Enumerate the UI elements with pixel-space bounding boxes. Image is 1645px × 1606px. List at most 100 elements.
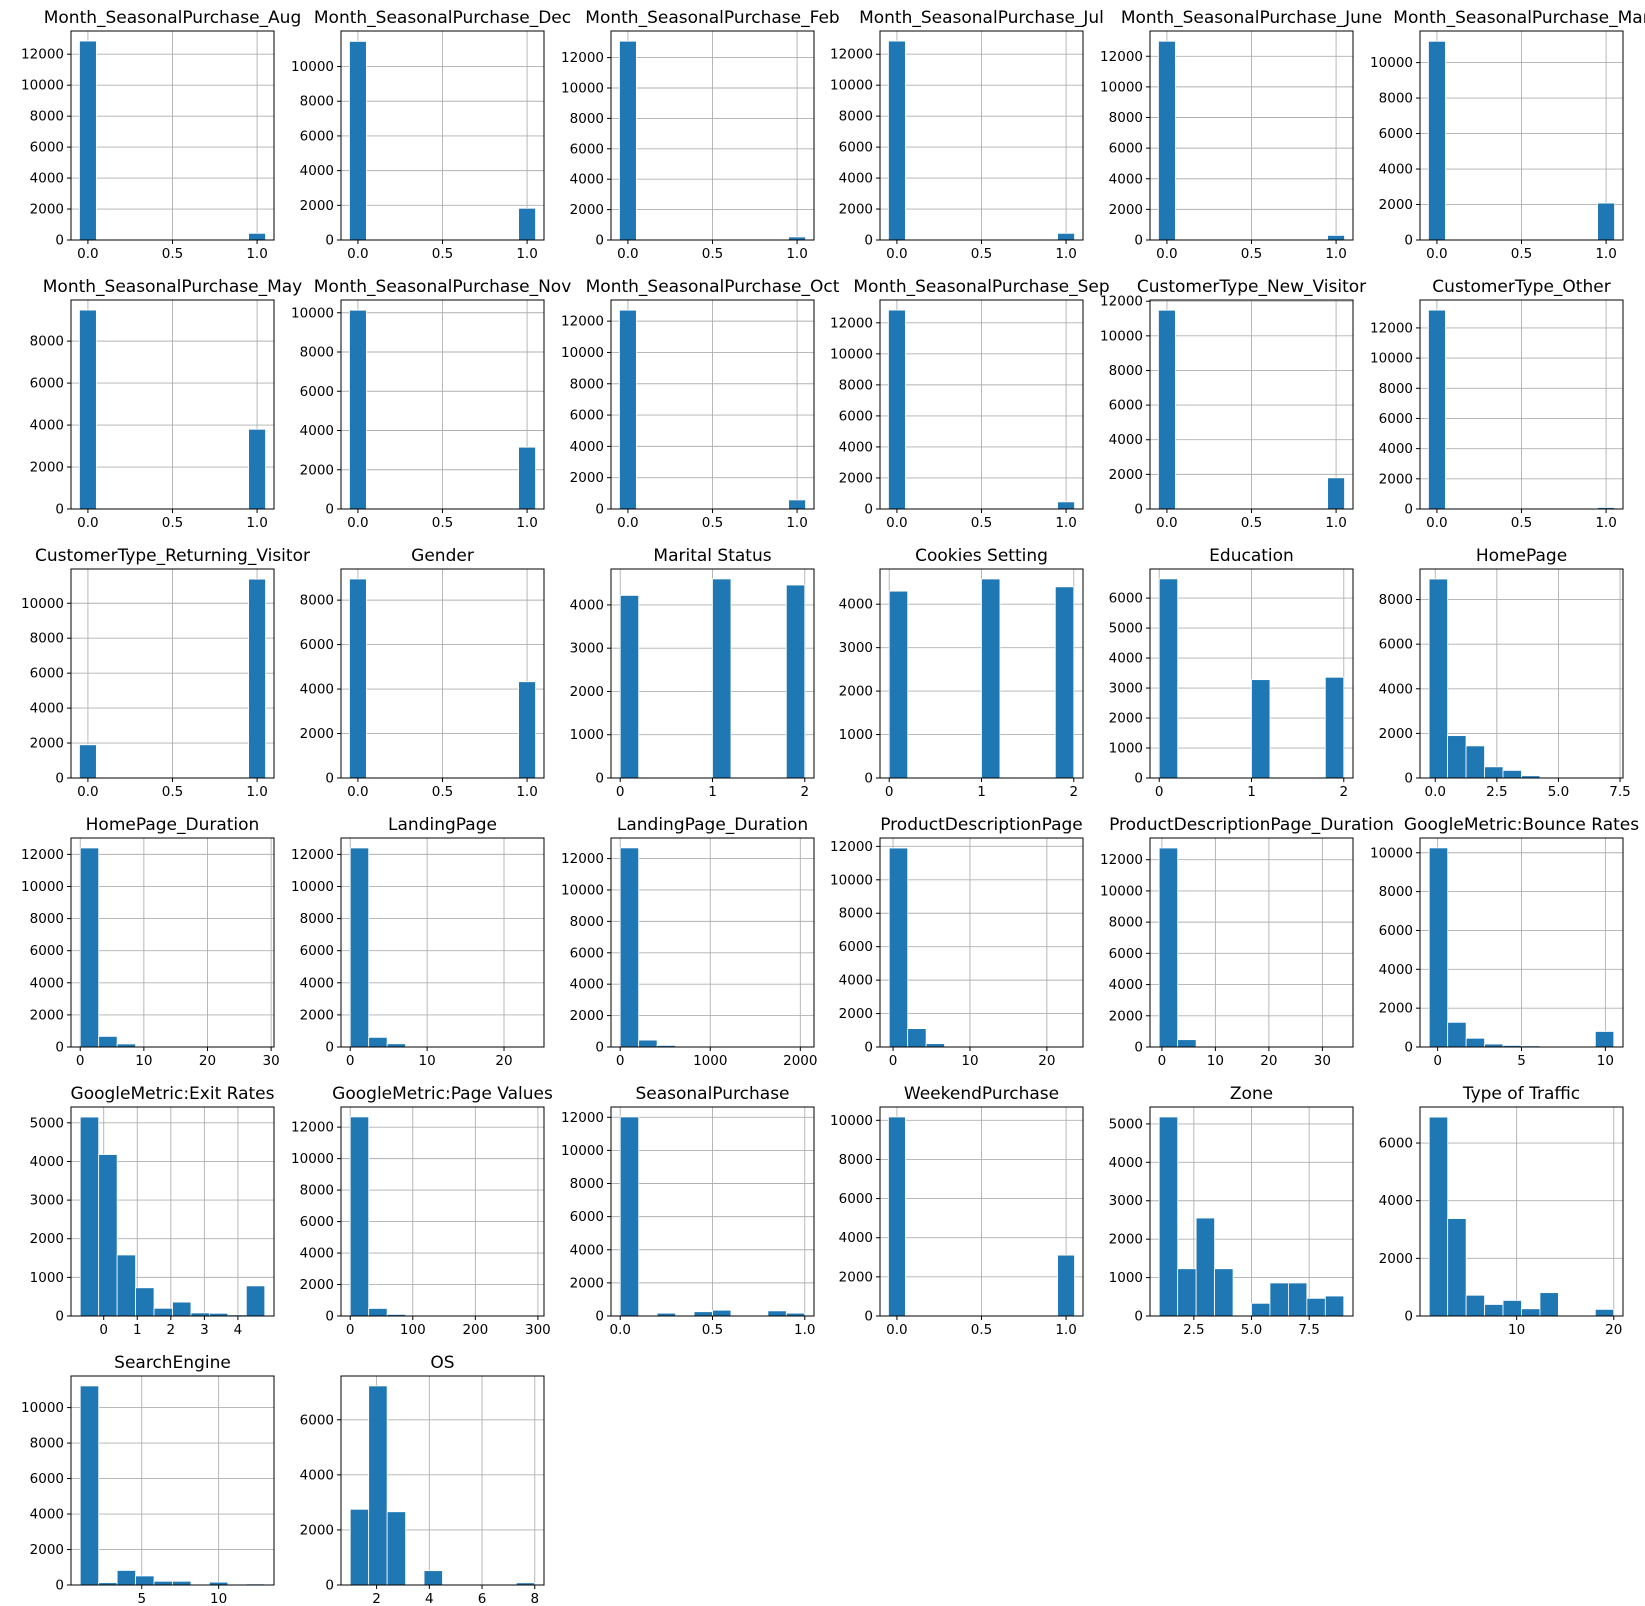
x-tick-label: 1.0 bbox=[516, 246, 537, 262]
plot-frame bbox=[340, 1375, 545, 1586]
y-tick-label: 6000 bbox=[839, 140, 873, 156]
histogram-bar bbox=[135, 1575, 155, 1586]
x-tick-label: 7.5 bbox=[1609, 784, 1630, 800]
y-tick-label: 8000 bbox=[1379, 91, 1413, 107]
y-tick-label: 6000 bbox=[1379, 126, 1413, 142]
y-tick-label: 6000 bbox=[300, 943, 334, 959]
x-tick-label: 1.0 bbox=[1055, 515, 1076, 531]
histogram-panel: 10 20 0 2000 4000 6000 Type of Traffic bbox=[1379, 1084, 1624, 1338]
y-tick-label: 0 bbox=[1404, 771, 1413, 787]
x-tick-label: 0 bbox=[1433, 1053, 1442, 1069]
y-tick-label: 6000 bbox=[570, 945, 604, 961]
histogram-bar bbox=[1324, 676, 1345, 779]
y-tick-label: 12000 bbox=[561, 314, 604, 330]
chart-title: CustomerType_New_Visitor bbox=[1137, 277, 1366, 297]
y-tick-label: 6000 bbox=[570, 1209, 604, 1225]
histogram-bar bbox=[638, 1039, 658, 1048]
y-tick-label: 2000 bbox=[839, 1269, 873, 1285]
y-tick-label: 0 bbox=[1404, 233, 1413, 249]
chart-title: Gender bbox=[411, 546, 474, 566]
y-tick-label: 8000 bbox=[30, 109, 64, 125]
histogram-panel: 0 1 2 3 4 0 1000 2000 3000 4000 5000 GoogleMetric:E… bbox=[30, 1084, 275, 1338]
histogram-panel: 0.0 0.5 1.0 0 2000 4000 6000 8000 10000 12000 Seas… bbox=[561, 1084, 815, 1338]
y-tick-label: 2000 bbox=[570, 202, 604, 218]
y-tick-label: 8000 bbox=[839, 906, 873, 922]
histogram-bar bbox=[888, 1116, 906, 1317]
histogram-bar bbox=[368, 1385, 388, 1586]
histogram-panel: 0 10 20 30 0 2000 4000 6000 8000 10000 12000 Produc… bbox=[1100, 815, 1394, 1069]
y-tick-label: 4000 bbox=[300, 1467, 334, 1483]
chart-title: Month_SeasonalPurchase_Mar bbox=[1393, 8, 1645, 28]
x-tick-label: 0.0 bbox=[347, 515, 368, 531]
y-tick-label: 0 bbox=[55, 502, 64, 518]
y-tick-label: 12000 bbox=[561, 50, 604, 66]
histogram-bar bbox=[1502, 1300, 1522, 1317]
histogram-panel: 0.0 0.5 1.0 0 2000 4000 6000 8000 10000 12000 Mont… bbox=[561, 8, 840, 262]
x-tick-label: 3 bbox=[200, 1322, 209, 1338]
y-tick-label: 6000 bbox=[1379, 411, 1413, 427]
chart-title: Month_SeasonalPurchase_May bbox=[43, 277, 302, 297]
y-tick-label: 2000 bbox=[839, 470, 873, 486]
chart-title: CustomerType_Other bbox=[1432, 277, 1610, 297]
y-tick-label: 10000 bbox=[561, 882, 604, 898]
y-tick-label: 8000 bbox=[570, 376, 604, 392]
y-tick-label: 2000 bbox=[1379, 1001, 1413, 1017]
y-tick-label: 0 bbox=[595, 1309, 604, 1325]
chart-title: Cookies Setting bbox=[915, 546, 1048, 566]
y-tick-label: 12000 bbox=[830, 315, 873, 331]
chart-title: GoogleMetric:Bounce Rates bbox=[1404, 815, 1639, 835]
y-tick-label: 0 bbox=[864, 1309, 873, 1325]
histogram-bar bbox=[153, 1580, 173, 1586]
x-tick-label: 10 bbox=[135, 1053, 152, 1069]
y-tick-label: 4000 bbox=[839, 439, 873, 455]
x-tick-label: 200 bbox=[462, 1322, 488, 1338]
y-tick-label: 2000 bbox=[1379, 726, 1413, 742]
x-tick-label: 20 bbox=[199, 1053, 216, 1069]
histogram-bar bbox=[116, 1254, 136, 1317]
histogram-bar bbox=[1597, 202, 1615, 241]
y-tick-label: 0 bbox=[55, 1578, 64, 1594]
histogram-bar bbox=[1327, 235, 1345, 241]
histogram-bar bbox=[1484, 766, 1504, 779]
y-tick-label: 4000 bbox=[300, 682, 334, 698]
histogram-bar bbox=[693, 1311, 713, 1317]
x-tick-label: 0.0 bbox=[347, 784, 368, 800]
x-tick-label: 2 bbox=[1069, 784, 1078, 800]
x-tick-label: 0.0 bbox=[1425, 784, 1446, 800]
histogram-bar bbox=[349, 847, 370, 1048]
x-tick-label: 0.0 bbox=[1156, 515, 1177, 531]
x-tick-label: 300 bbox=[525, 1322, 551, 1338]
y-tick-label: 4000 bbox=[1379, 441, 1413, 457]
y-tick-label: 6000 bbox=[30, 666, 64, 682]
histogram-bar bbox=[1428, 40, 1446, 241]
plot-frame bbox=[340, 837, 545, 1048]
x-tick-label: 10 bbox=[419, 1053, 436, 1069]
y-tick-label: 6000 bbox=[300, 1214, 334, 1230]
histogram-bar bbox=[1521, 1308, 1541, 1317]
x-tick-label: 1.0 bbox=[516, 515, 537, 531]
histogram-bar bbox=[386, 1511, 406, 1586]
histogram-bar bbox=[888, 590, 909, 779]
x-tick-label: 20 bbox=[495, 1053, 512, 1069]
x-tick-label: 7.5 bbox=[1298, 1322, 1319, 1338]
x-tick-label: 2 bbox=[800, 784, 809, 800]
x-tick-label: 30 bbox=[1314, 1053, 1331, 1069]
y-tick-label: 6000 bbox=[1109, 591, 1143, 607]
y-tick-label: 8000 bbox=[570, 1176, 604, 1192]
y-tick-label: 1000 bbox=[570, 727, 604, 743]
histogram-panel: 0.0 0.5 1.0 0 2000 4000 6000 8000 10000 Month_Sea… bbox=[291, 277, 571, 531]
x-tick-label: 2.5 bbox=[1183, 1322, 1204, 1338]
histogram-bar bbox=[981, 578, 1001, 779]
histogram-bar bbox=[518, 446, 536, 510]
plot-frame bbox=[610, 837, 815, 1048]
y-tick-label: 8000 bbox=[839, 109, 873, 125]
histogram-bar bbox=[349, 578, 367, 779]
y-tick-label: 0 bbox=[1134, 1309, 1143, 1325]
x-tick-label: 5 bbox=[1517, 1053, 1526, 1069]
histogram-bar bbox=[1327, 477, 1345, 510]
x-tick-label: 0.5 bbox=[432, 784, 453, 800]
y-tick-label: 2000 bbox=[300, 462, 334, 478]
histogram-panel: 0 5 10 0 2000 4000 6000 8000 10000 GoogleMetric:B… bbox=[1370, 815, 1639, 1069]
x-tick-label: 1.0 bbox=[1055, 1322, 1076, 1338]
y-tick-label: 4000 bbox=[1109, 1155, 1143, 1171]
